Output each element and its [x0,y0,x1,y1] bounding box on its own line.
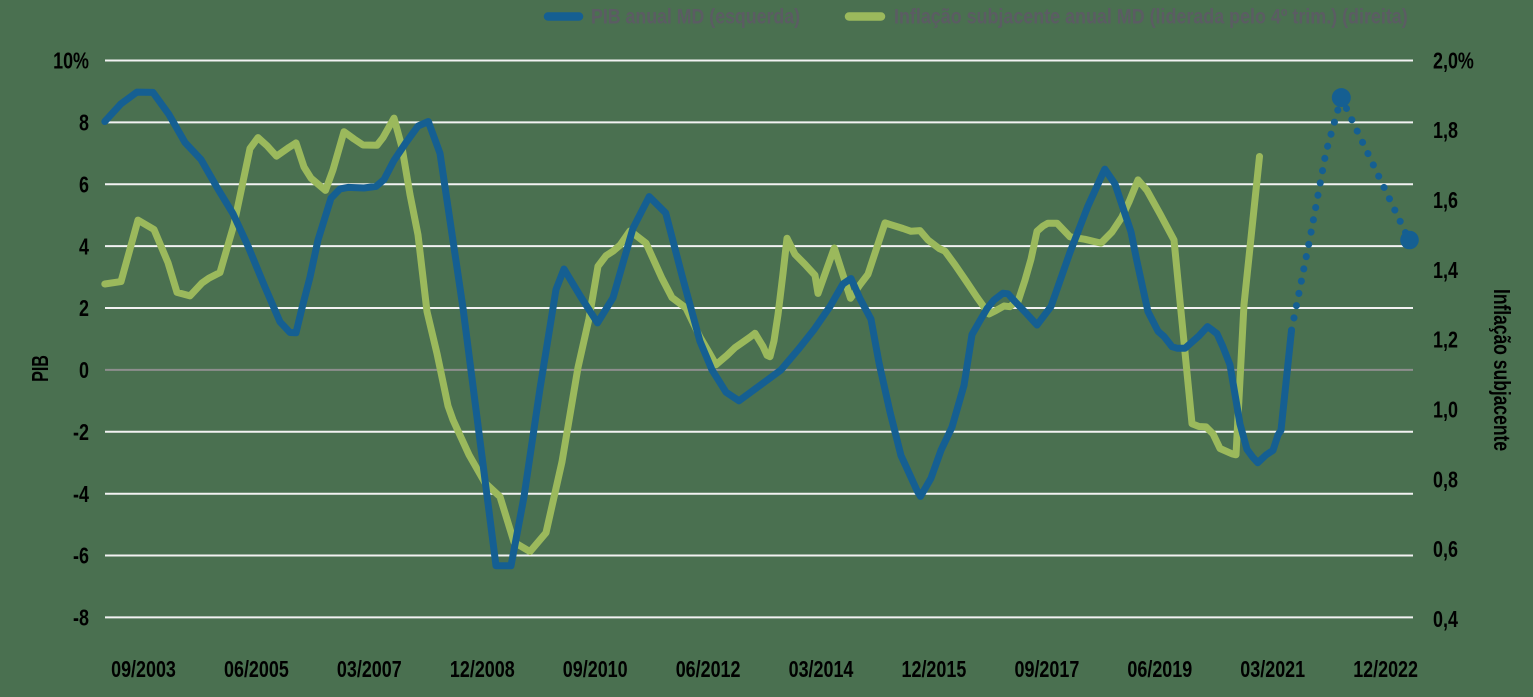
svg-text:8: 8 [79,111,89,137]
svg-text:4: 4 [79,234,89,260]
svg-text:1,6: 1,6 [1433,188,1458,214]
svg-text:-4: -4 [73,482,89,508]
svg-text:1,8: 1,8 [1433,118,1458,144]
svg-text:06/2005: 06/2005 [224,657,289,683]
svg-text:03/2014: 03/2014 [789,657,854,683]
svg-text:06/2019: 06/2019 [1127,657,1192,683]
svg-text:2,0%: 2,0% [1433,48,1474,74]
svg-text:0,4: 0,4 [1433,607,1458,633]
svg-text:PIB anual MD (esquerda): PIB anual MD (esquerda) [591,5,800,29]
svg-text:03/2007: 03/2007 [337,657,402,683]
svg-text:12/2015: 12/2015 [902,657,967,683]
svg-text:Inflação subjacente anual MD (: Inflação subjacente anual MD (liderada p… [894,5,1408,29]
svg-text:1,0: 1,0 [1433,398,1458,424]
svg-text:09/2003: 09/2003 [111,657,176,683]
svg-text:09/2017: 09/2017 [1015,657,1080,683]
svg-text:-6: -6 [73,544,89,570]
svg-text:0,6: 0,6 [1433,537,1458,563]
svg-text:0: 0 [79,358,89,384]
svg-text:12/2022: 12/2022 [1353,657,1418,683]
svg-text:12/2008: 12/2008 [450,657,515,683]
svg-text:6: 6 [79,172,89,198]
svg-text:0,8: 0,8 [1433,467,1458,493]
svg-text:2: 2 [79,296,89,322]
svg-text:Inflação subjacente: Inflação subjacente [1488,289,1513,451]
svg-text:-2: -2 [73,420,89,446]
svg-text:1,4: 1,4 [1433,258,1458,284]
svg-text:1,2: 1,2 [1433,328,1458,354]
svg-text:PIB: PIB [28,355,53,382]
svg-text:06/2012: 06/2012 [676,657,741,683]
svg-text:10%: 10% [53,49,89,75]
svg-text:03/2021: 03/2021 [1240,657,1305,683]
svg-text:09/2010: 09/2010 [563,657,628,683]
svg-text:-8: -8 [73,606,89,632]
